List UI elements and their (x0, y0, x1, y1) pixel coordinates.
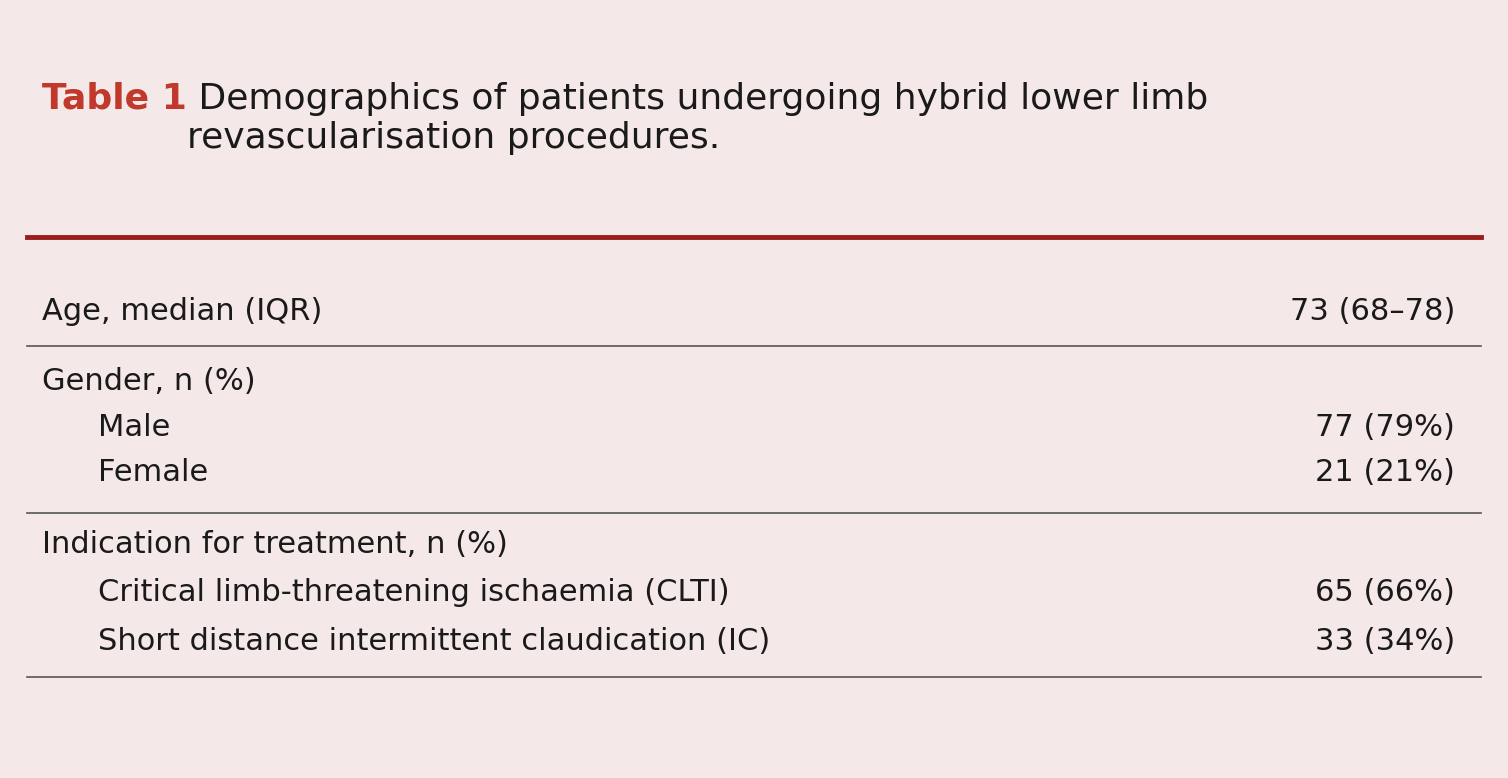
Text: Short distance intermittent claudication (IC): Short distance intermittent claudication… (98, 627, 771, 657)
Text: Age, median (IQR): Age, median (IQR) (42, 296, 323, 326)
Text: Table 1: Table 1 (42, 82, 187, 116)
Text: 77 (79%): 77 (79%) (1315, 413, 1455, 443)
Text: 33 (34%): 33 (34%) (1315, 627, 1455, 657)
Text: Critical limb-threatening ischaemia (CLTI): Critical limb-threatening ischaemia (CLT… (98, 578, 730, 608)
Text: Female: Female (98, 457, 208, 487)
Text: Gender, n (%): Gender, n (%) (42, 366, 256, 396)
Text: Male: Male (98, 413, 170, 443)
Text: 65 (66%): 65 (66%) (1315, 578, 1455, 608)
Text: Demographics of patients undergoing hybrid lower limb
revascularisation procedur: Demographics of patients undergoing hybr… (187, 82, 1208, 155)
Text: Indication for treatment, n (%): Indication for treatment, n (%) (42, 530, 508, 559)
Text: 73 (68–78): 73 (68–78) (1289, 296, 1455, 326)
Text: 21 (21%): 21 (21%) (1315, 457, 1455, 487)
